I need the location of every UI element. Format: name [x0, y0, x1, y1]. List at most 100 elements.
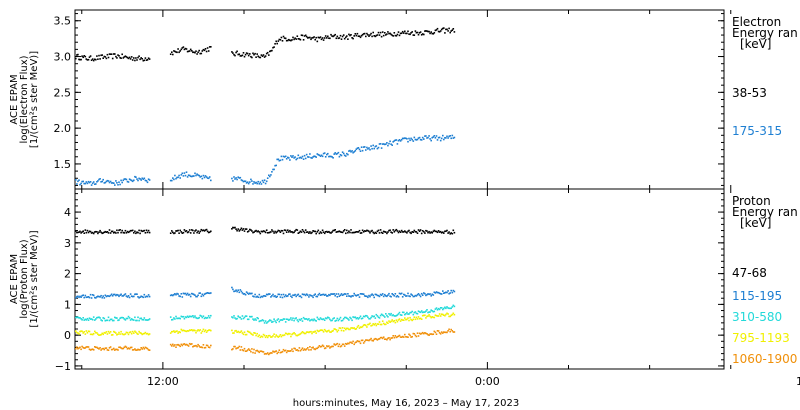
data-point: [107, 56, 110, 59]
data-point: [129, 229, 132, 232]
data-point: [124, 178, 127, 180]
data-point: [241, 229, 244, 231]
data-point: [310, 319, 312, 321]
data-point: [428, 311, 430, 313]
data-point: [451, 134, 454, 137]
data-point: [205, 176, 208, 178]
data-point: [175, 293, 177, 296]
data-point: [260, 335, 263, 338]
data-point: [449, 292, 451, 294]
data-point: [136, 332, 138, 335]
data-point: [445, 291, 447, 294]
data-point: [374, 293, 377, 296]
data-point: [144, 296, 147, 298]
data-point: [258, 231, 261, 233]
data-point: [292, 294, 294, 296]
data-point: [414, 138, 417, 141]
data-point: [450, 314, 452, 317]
data-point: [370, 145, 372, 147]
data-point: [146, 181, 149, 184]
data-point: [118, 331, 120, 334]
data-point: [135, 349, 137, 351]
data-point: [415, 335, 418, 338]
data-point: [439, 315, 442, 317]
data-point: [88, 348, 91, 351]
data-point: [76, 295, 78, 298]
data-point: [116, 334, 118, 336]
data-point: [202, 344, 205, 346]
data-point: [84, 55, 87, 58]
data-point: [310, 330, 312, 333]
y-tick-label: 4: [64, 206, 71, 219]
data-point: [134, 175, 136, 178]
data-point: [390, 337, 392, 339]
data-point: [449, 307, 451, 310]
data-point: [97, 295, 99, 298]
data-point: [240, 330, 243, 332]
data-point: [130, 56, 133, 58]
data-point: [127, 295, 130, 297]
data-point: [171, 230, 173, 232]
data-point: [280, 229, 283, 232]
data-point: [119, 229, 121, 231]
data-point: [411, 319, 413, 322]
data-point: [351, 327, 353, 329]
data-point: [141, 348, 143, 350]
data-point: [186, 344, 189, 346]
y-axis-label: log(Electron Flux): [19, 55, 30, 143]
data-point: [446, 331, 448, 334]
data-point: [435, 333, 438, 335]
data-point: [358, 296, 361, 298]
data-point: [407, 230, 409, 233]
data-point: [140, 179, 142, 181]
data-point: [95, 318, 97, 320]
data-point: [201, 346, 204, 349]
data-point: [82, 317, 84, 319]
data-point: [121, 333, 123, 335]
data-point: [434, 29, 437, 32]
data-point: [350, 341, 352, 344]
data-point: [243, 180, 246, 182]
data-point: [141, 177, 143, 180]
data-point: [275, 164, 277, 167]
data-point: [277, 293, 280, 296]
data-point: [350, 296, 352, 298]
data-point: [345, 232, 347, 235]
data-point: [146, 332, 149, 335]
data-point: [172, 231, 174, 234]
data-point: [134, 316, 136, 319]
data-point: [328, 293, 330, 296]
data-point: [194, 329, 196, 332]
data-point: [404, 30, 406, 33]
data-point: [253, 295, 255, 298]
data-point: [91, 294, 94, 296]
data-point: [406, 138, 408, 140]
data-point: [97, 347, 99, 349]
data-point: [245, 182, 248, 184]
data-point: [434, 230, 437, 233]
data-point: [237, 176, 239, 178]
data-point: [427, 333, 429, 336]
data-point: [346, 343, 348, 345]
data-point: [399, 336, 402, 338]
data-point: [253, 319, 255, 321]
data-point: [380, 35, 383, 38]
data-point: [268, 231, 270, 234]
data-point: [101, 296, 103, 299]
data-point: [134, 348, 136, 350]
data-point: [75, 330, 77, 332]
data-point: [121, 229, 123, 232]
data-point: [448, 307, 450, 310]
data-point: [400, 138, 403, 141]
data-point: [308, 349, 310, 351]
data-point: [234, 345, 236, 348]
data-point: [417, 293, 420, 295]
data-point: [97, 316, 99, 319]
data-point: [423, 230, 425, 233]
data-point: [348, 295, 350, 297]
data-point: [387, 294, 389, 296]
data-point: [108, 319, 111, 322]
data-point: [315, 320, 317, 322]
data-point: [194, 315, 196, 317]
